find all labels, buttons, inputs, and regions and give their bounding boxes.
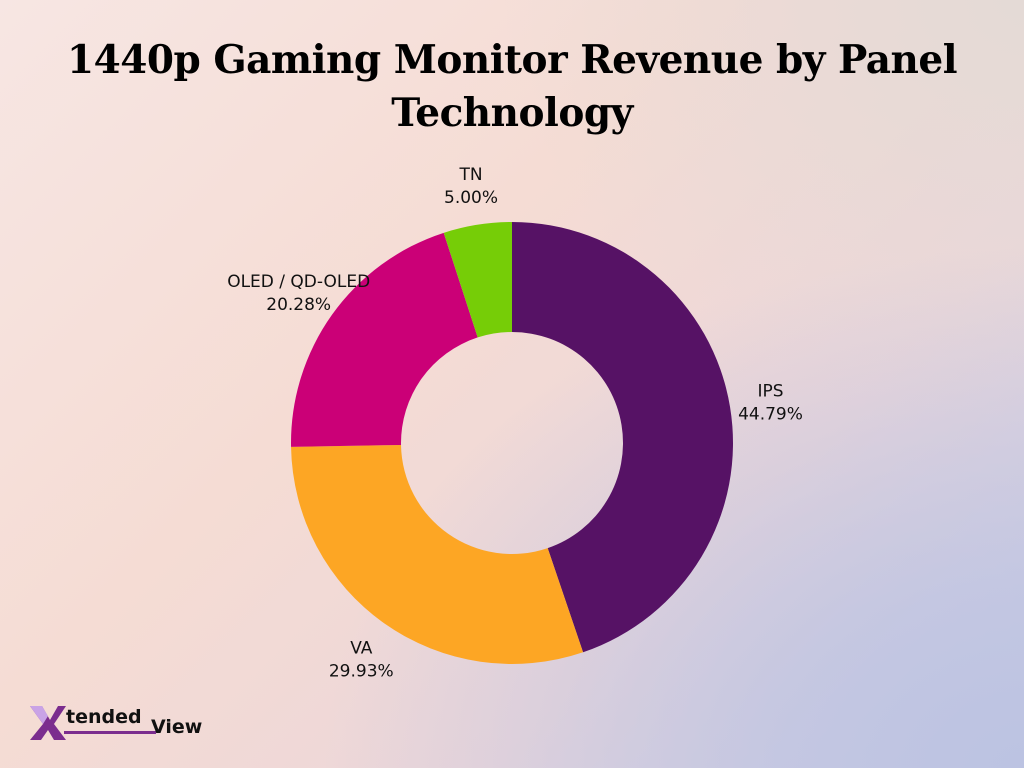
- slice-tn: [443, 222, 512, 338]
- logo-text-view: View: [151, 716, 203, 738]
- logo-underline: [64, 731, 156, 734]
- slice-label-name: IPS: [757, 381, 783, 401]
- slice-label-ips: IPS 44.79%: [738, 381, 803, 424]
- slice-label-value: 20.28%: [266, 295, 331, 315]
- slice-label-value: 5.00%: [444, 188, 498, 208]
- slice-label-name: OLED / QD-OLED: [227, 272, 370, 292]
- logo-x-mark: [30, 706, 66, 740]
- chart-title: 1440p Gaming Monitor Revenue by Panel Te…: [66, 37, 958, 136]
- slice-oled-qd-oled: [291, 232, 478, 447]
- slice-ips: [512, 222, 734, 653]
- slice-label-name: VA: [350, 638, 373, 658]
- slice-label-value: 44.79%: [738, 404, 803, 424]
- slice-label-va: VA 29.93%: [329, 638, 394, 681]
- slice-label-oled-qd-oled: OLED / QD-OLED 20.28%: [227, 272, 370, 315]
- logo-text-tended: tended: [66, 706, 142, 728]
- slice-label-name: TN: [458, 165, 482, 185]
- slice-label-value: 29.93%: [329, 661, 394, 681]
- xtendedview-logo: tended View: [28, 700, 228, 744]
- slice-label-tn: TN 5.00%: [444, 165, 498, 208]
- slice-va: [291, 444, 584, 664]
